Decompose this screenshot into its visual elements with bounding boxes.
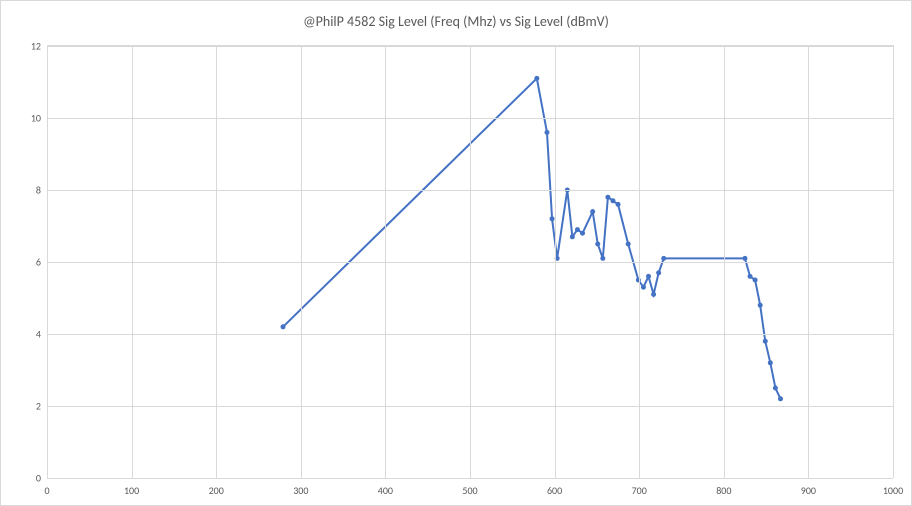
series-marker bbox=[768, 360, 773, 365]
gridline-v bbox=[808, 46, 809, 478]
y-axis-label: 0 bbox=[11, 472, 41, 485]
series-marker bbox=[610, 198, 615, 203]
gridline-v bbox=[724, 46, 725, 478]
gridline-v bbox=[470, 46, 471, 478]
series-marker bbox=[534, 76, 539, 81]
series-line bbox=[283, 78, 780, 398]
x-axis-label: 500 bbox=[450, 484, 490, 497]
gridline-v bbox=[893, 46, 894, 478]
x-axis-label: 200 bbox=[196, 484, 236, 497]
y-axis-label: 4 bbox=[11, 328, 41, 341]
series-marker bbox=[616, 202, 621, 207]
series-marker bbox=[646, 274, 651, 279]
chart-container: @PhilP 4582 Sig Level (Freq (Mhz) vs Sig… bbox=[0, 0, 912, 506]
y-axis-label: 10 bbox=[11, 112, 41, 125]
y-axis-label: 8 bbox=[11, 184, 41, 197]
y-axis-label: 2 bbox=[11, 400, 41, 413]
series-marker bbox=[580, 231, 585, 236]
gridline-h bbox=[47, 478, 893, 479]
series-marker bbox=[753, 278, 758, 283]
series-marker bbox=[773, 386, 778, 391]
series-marker bbox=[641, 285, 646, 290]
gridline-v bbox=[301, 46, 302, 478]
x-axis-label: 100 bbox=[112, 484, 152, 497]
series-marker bbox=[590, 209, 595, 214]
gridline-v bbox=[555, 46, 556, 478]
series-marker bbox=[763, 339, 768, 344]
series-marker bbox=[748, 274, 753, 279]
gridline-v bbox=[216, 46, 217, 478]
x-axis-label: 1000 bbox=[873, 484, 912, 497]
series-marker bbox=[758, 303, 763, 308]
series-marker bbox=[281, 324, 286, 329]
series-marker bbox=[742, 256, 747, 261]
series-marker bbox=[600, 256, 605, 261]
x-axis-label: 900 bbox=[788, 484, 828, 497]
y-axis-label: 6 bbox=[11, 256, 41, 269]
series-marker bbox=[570, 234, 575, 239]
series-marker bbox=[544, 130, 549, 135]
series-marker bbox=[595, 242, 600, 247]
x-axis-label: 700 bbox=[619, 484, 659, 497]
series-marker bbox=[605, 195, 610, 200]
series-marker bbox=[656, 270, 661, 275]
gridline-v bbox=[47, 46, 48, 478]
x-axis-label: 300 bbox=[281, 484, 321, 497]
x-axis-label: 400 bbox=[365, 484, 405, 497]
x-axis-label: 600 bbox=[535, 484, 575, 497]
gridline-v bbox=[132, 46, 133, 478]
series-marker bbox=[575, 227, 580, 232]
y-axis-label: 12 bbox=[11, 40, 41, 53]
x-axis-label: 0 bbox=[27, 484, 67, 497]
chart-title: @PhilP 4582 Sig Level (Freq (Mhz) vs Sig… bbox=[1, 13, 911, 30]
x-axis-label: 800 bbox=[704, 484, 744, 497]
plot-area: 0246810120100200300400500600700800900100… bbox=[47, 45, 894, 478]
gridline-v bbox=[385, 46, 386, 478]
gridline-v bbox=[639, 46, 640, 478]
series-marker bbox=[778, 396, 783, 401]
series-marker bbox=[661, 256, 666, 261]
series-marker bbox=[651, 292, 656, 297]
series-marker bbox=[626, 242, 631, 247]
